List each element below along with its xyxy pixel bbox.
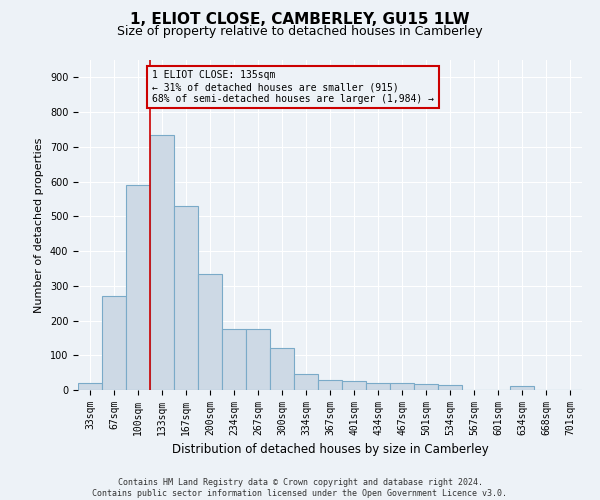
Bar <box>342 382 366 390</box>
Bar <box>246 329 270 390</box>
Bar <box>318 380 342 390</box>
Bar <box>78 383 102 390</box>
Y-axis label: Number of detached properties: Number of detached properties <box>34 138 44 312</box>
Bar <box>222 329 246 390</box>
Bar <box>390 383 414 390</box>
Bar <box>174 206 198 390</box>
Bar <box>438 385 462 390</box>
Bar <box>198 274 222 390</box>
Text: 1 ELIOT CLOSE: 135sqm
← 31% of detached houses are smaller (915)
68% of semi-det: 1 ELIOT CLOSE: 135sqm ← 31% of detached … <box>152 70 434 104</box>
Bar <box>102 296 126 390</box>
Bar <box>414 384 438 390</box>
Bar <box>510 386 534 390</box>
Bar <box>126 185 150 390</box>
Text: 1, ELIOT CLOSE, CAMBERLEY, GU15 1LW: 1, ELIOT CLOSE, CAMBERLEY, GU15 1LW <box>130 12 470 28</box>
Bar <box>270 348 294 390</box>
Bar <box>366 383 390 390</box>
X-axis label: Distribution of detached houses by size in Camberley: Distribution of detached houses by size … <box>172 444 488 456</box>
Text: Contains HM Land Registry data © Crown copyright and database right 2024.
Contai: Contains HM Land Registry data © Crown c… <box>92 478 508 498</box>
Text: Size of property relative to detached houses in Camberley: Size of property relative to detached ho… <box>117 25 483 38</box>
Bar <box>294 374 318 390</box>
Bar <box>150 134 174 390</box>
